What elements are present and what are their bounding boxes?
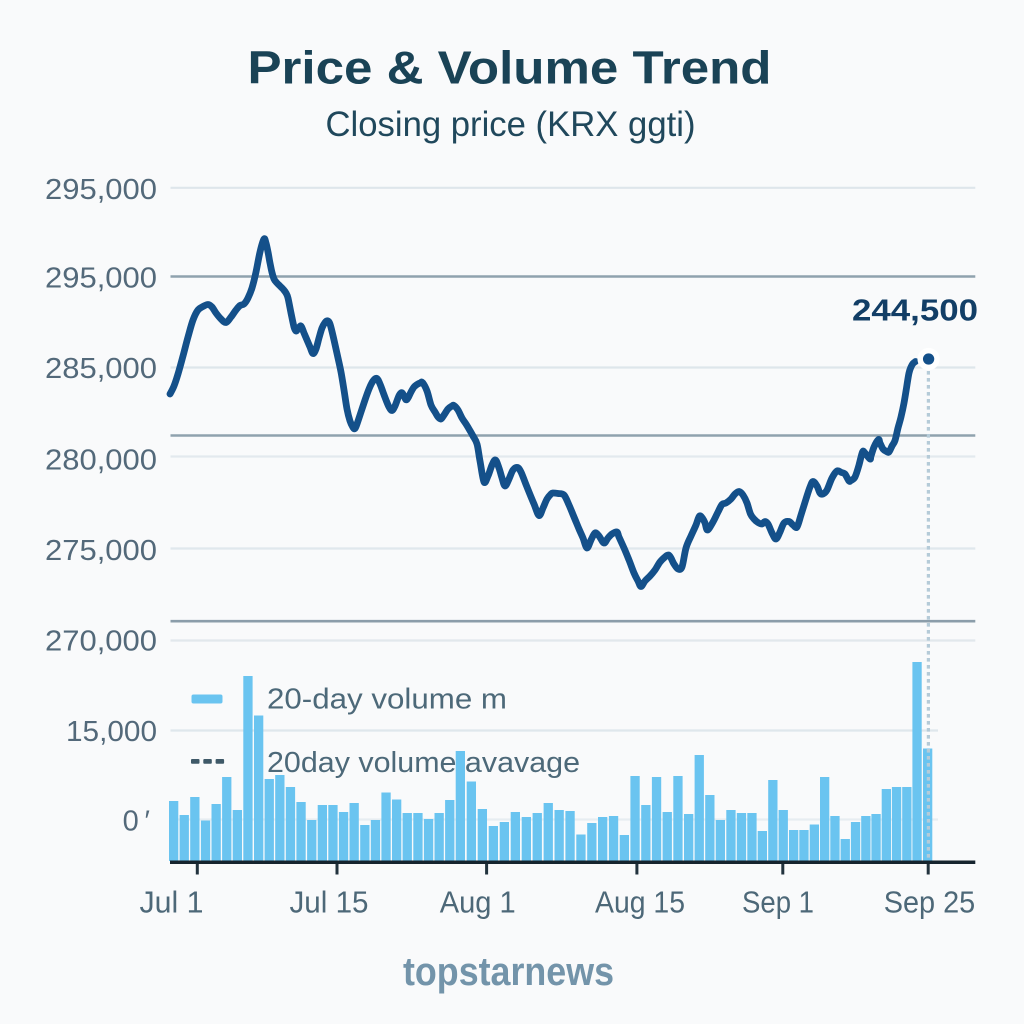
svg-text:Jul 1: Jul 1 [140, 885, 204, 920]
svg-text:20-day volume m: 20-day volume m [267, 684, 507, 716]
svg-text:Closing price (KRX ggti): Closing price (KRX ggti) [326, 104, 696, 144]
svg-text:topstarnews: topstarnews [403, 950, 614, 994]
svg-text:15,000: 15,000 [66, 716, 157, 748]
svg-text:Price & Volume Trend: Price & Volume Trend [248, 42, 772, 94]
svg-text:295,000: 295,000 [45, 174, 157, 206]
svg-text:280,000: 280,000 [45, 445, 157, 477]
svg-text:Aug 15: Aug 15 [595, 885, 685, 920]
svg-text:Sep 1: Sep 1 [742, 885, 814, 920]
svg-text:270,000: 270,000 [45, 626, 157, 658]
svg-text:244,500: 244,500 [852, 293, 978, 328]
svg-text:275,000: 275,000 [45, 535, 157, 567]
svg-text:285,000: 285,000 [45, 353, 157, 385]
svg-text:20day volume avavage: 20day volume avavage [267, 747, 580, 779]
svg-text:295,000: 295,000 [45, 263, 157, 295]
svg-text:Jul 15: Jul 15 [290, 885, 369, 920]
svg-text:0 ′: 0 ′ [123, 806, 150, 838]
svg-text:Sep 25: Sep 25 [884, 885, 976, 920]
svg-text:Aug 1: Aug 1 [440, 885, 516, 920]
